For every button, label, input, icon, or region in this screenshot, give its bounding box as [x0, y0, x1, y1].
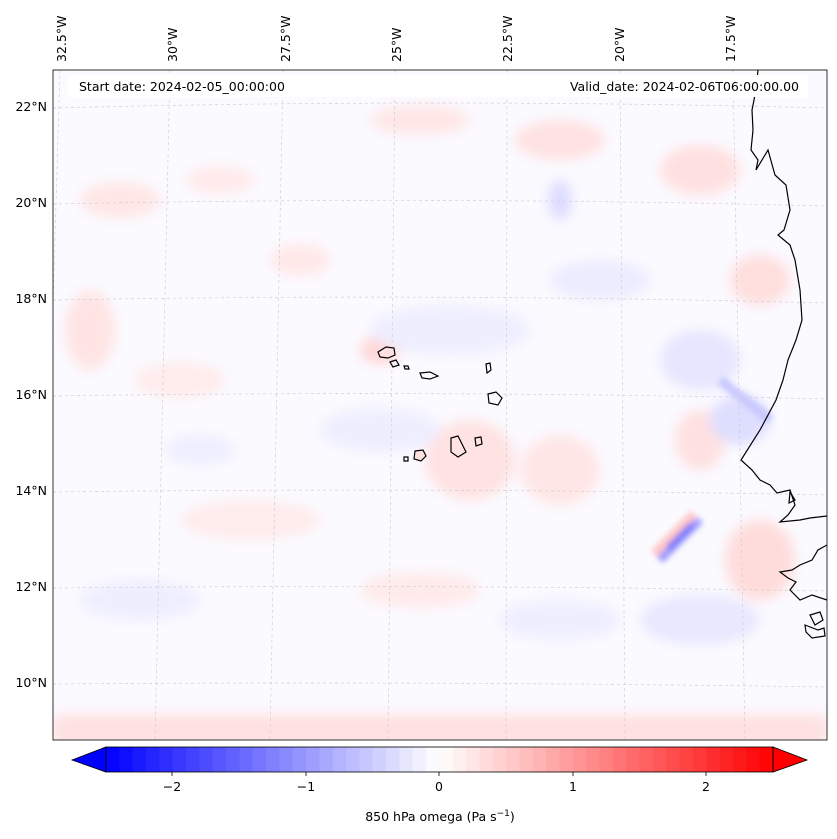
colorbar-min-arrow [70, 746, 107, 773]
colorbar-cell [639, 747, 654, 772]
colorbar-cell [386, 747, 400, 772]
colorbar-cell [586, 747, 600, 772]
colorbar-cell [692, 747, 707, 772]
colorbar-cell [199, 747, 214, 772]
colorbar-tick-label: 1 [569, 779, 577, 794]
cape-verde-islands [377, 346, 503, 462]
colorbar-cell [412, 747, 427, 772]
colorbar-cell [546, 747, 560, 772]
colorbar-cell [159, 747, 174, 772]
colorbar-title: 850 hPa omega (Pa s−1) [365, 809, 515, 824]
map-frame [52, 69, 828, 741]
lat-label: 22°N [15, 99, 47, 114]
colorbar-cells [106, 747, 774, 772]
lat-label: 14°N [15, 483, 47, 498]
lon-label: 17.5°W [723, 16, 738, 62]
omega-field [53, 70, 827, 740]
gridlines [53, 70, 827, 740]
colorbar-cell [186, 747, 200, 772]
colorbar-cell [172, 747, 187, 772]
colorbar-tick-label: −1 [297, 779, 315, 794]
colorbar-cell [506, 747, 520, 772]
lon-label: 30°W [165, 27, 180, 62]
colorbar: −2 −1 0 1 2 850 hPa omega (Pa s−1) [70, 746, 809, 824]
longitude-labels: 32.5°W 30°W 27.5°W 25°W 22.5°W 20°W 17.5… [54, 16, 738, 62]
header-box [68, 75, 808, 97]
colorbar-cell [452, 747, 467, 772]
lat-label: 10°N [15, 675, 47, 690]
lon-label: 32.5°W [54, 16, 69, 62]
colorbar-cell [599, 747, 614, 772]
lat-label: 16°N [15, 387, 47, 402]
valid-date-label: Valid_date: 2024-02-06T06:00:00.00 [570, 79, 799, 94]
colorbar-cell [479, 747, 494, 772]
colorbar-tick-label: 0 [435, 779, 443, 794]
lon-label: 27.5°W [278, 16, 293, 62]
colorbar-tick-label: −2 [163, 779, 181, 794]
lon-label: 25°W [389, 27, 404, 62]
colorbar-cell [106, 747, 120, 772]
colorbar-cell [706, 747, 721, 772]
start-date-label: Start date: 2024-02-05_00:00:00 [79, 79, 285, 94]
colorbar-cell [719, 747, 734, 772]
colorbar-title-close: ) [510, 809, 515, 824]
colorbar-cell [119, 747, 134, 772]
latitude-labels: 22°N 20°N 18°N 16°N 14°N 12°N 10°N [15, 99, 47, 690]
colorbar-cell [399, 747, 414, 772]
colorbar-cell [559, 747, 574, 772]
colorbar-cell [132, 747, 147, 772]
colorbar-cell [466, 747, 480, 772]
lon-label: 22.5°W [500, 16, 515, 62]
colorbar-cell [372, 747, 387, 772]
colorbar-cell [519, 747, 534, 772]
coastline [740, 70, 827, 639]
colorbar-cell [679, 747, 694, 772]
colorbar-cell [666, 747, 681, 772]
colorbar-cell [426, 747, 440, 772]
colorbar-ticks [171, 772, 707, 776]
colorbar-max-arrow [772, 746, 809, 773]
colorbar-cell [319, 747, 334, 772]
colorbar-cell [439, 747, 454, 772]
colorbar-cell [572, 747, 587, 772]
colorbar-cell [359, 747, 374, 772]
colorbar-cell [626, 747, 640, 772]
colorbar-tick-label: 2 [702, 779, 710, 794]
colorbar-cell [239, 747, 254, 772]
lat-label: 18°N [15, 291, 47, 306]
colorbar-cell [146, 747, 160, 772]
colorbar-cell [492, 747, 507, 772]
colorbar-cell [652, 747, 667, 772]
colorbar-title-main: 850 hPa omega (Pa s [365, 809, 496, 824]
colorbar-cell [266, 747, 280, 772]
colorbar-cell [759, 747, 774, 772]
colorbar-cell [252, 747, 267, 772]
colorbar-cell [306, 747, 320, 772]
colorbar-cell [746, 747, 761, 772]
colorbar-cell [346, 747, 360, 772]
colorbar-cell [279, 747, 294, 772]
colorbar-cell [226, 747, 240, 772]
colorbar-cell [212, 747, 227, 772]
colorbar-cell [332, 747, 347, 772]
colorbar-cell [292, 747, 307, 772]
lat-label: 20°N [15, 195, 47, 210]
colorbar-frame [105, 746, 774, 773]
lon-label: 20°W [612, 27, 627, 62]
colorbar-cell [532, 747, 547, 772]
lat-label: 12°N [15, 579, 47, 594]
colorbar-cell [732, 747, 747, 772]
colorbar-title-sup: −1 [497, 809, 510, 819]
colorbar-cell [612, 747, 627, 772]
